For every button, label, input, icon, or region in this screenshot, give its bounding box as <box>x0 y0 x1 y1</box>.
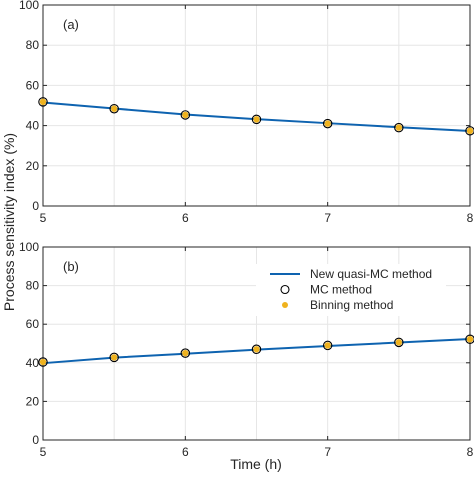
panel-b-x-tick-label: 5 <box>40 445 47 459</box>
panel-a-y-tick-label: 80 <box>26 38 40 52</box>
panel-a-y-tick-label: 20 <box>26 159 40 173</box>
panel-b-y-tick-label: 80 <box>26 279 40 293</box>
panel-b-y-tick-label: 100 <box>19 240 39 254</box>
panel-a-binning-point <box>182 111 189 119</box>
panel-b-x-tick-label: 7 <box>324 445 331 459</box>
panel-b-binning-point <box>466 336 474 343</box>
panel-a-y-tick-label: 0 <box>32 199 39 213</box>
panel-a-binning-point <box>466 127 474 135</box>
panel-b-y-tick-label: 20 <box>26 394 40 408</box>
panel-b-label: (b) <box>63 259 79 274</box>
panel-a-x-tick-label: 7 <box>324 211 331 225</box>
panel-a-binning-point <box>395 124 403 131</box>
panel-a-binning-point <box>110 105 118 112</box>
legend-circle-swatch <box>280 284 290 295</box>
panel-b-mc-point <box>251 344 262 355</box>
legend-entry-label: New quasi-MC method <box>310 267 432 281</box>
panel-b-mc-point <box>109 352 119 363</box>
panel-a-binning-point <box>39 98 47 106</box>
panel-a-mc-point <box>38 97 48 107</box>
panel-b-mc-point <box>38 357 48 367</box>
panel-a-x-tick-label: 8 <box>467 211 474 225</box>
panel-b-binning-point <box>110 354 118 361</box>
panel-a-mc-point <box>322 118 333 129</box>
panel-b-binning-point <box>324 342 331 349</box>
panel-b-x-tick-label: 8 <box>467 445 474 459</box>
panel-b-mc-point <box>180 348 191 358</box>
legend-entry-label: Binning method <box>310 298 393 312</box>
panel-a-x-tick-label: 6 <box>182 211 189 225</box>
panel-a-y-tick-label: 40 <box>26 119 40 133</box>
y-axis-label: Process sensitivity index (%) <box>1 133 17 311</box>
panel-b-y-tick-label: 40 <box>26 356 40 370</box>
panel-a-axes-frame <box>42 4 471 207</box>
legend-box <box>256 264 446 316</box>
panel-b-binning-point <box>39 358 47 366</box>
panel-b-y-tick-label: 60 <box>26 317 40 331</box>
panel-a-binning-point <box>253 116 260 123</box>
panel-a-mc-point <box>251 114 262 125</box>
panel-a-mc-point <box>109 103 119 114</box>
panel-b-y-tick-label: 0 <box>32 433 39 447</box>
panel-a-mc-point <box>465 126 474 136</box>
legend-dot-swatch <box>282 302 288 308</box>
panel-a-binning-point <box>324 120 331 127</box>
x-axis-label: Time (h) <box>230 456 282 472</box>
panel-a-x-tick-label: 5 <box>40 211 47 225</box>
panel-b-mc-point <box>322 340 333 351</box>
panel-a-y-tick-label: 60 <box>26 78 40 92</box>
panel-b-binning-point <box>182 349 189 357</box>
panel-b-mc-point <box>465 334 474 345</box>
legend-entry-label: MC method <box>310 283 372 297</box>
panel-b-mc-point <box>394 337 404 348</box>
panel-a-y-tick-label: 100 <box>19 0 39 12</box>
panel-a-mc-point <box>180 110 191 120</box>
panel-a-label: (a) <box>63 17 79 32</box>
panel-a-mc-point <box>394 122 404 133</box>
panel-b-x-tick-label: 6 <box>182 445 189 459</box>
panel-b-binning-point <box>395 339 403 346</box>
panel-b-binning-point <box>253 346 260 353</box>
